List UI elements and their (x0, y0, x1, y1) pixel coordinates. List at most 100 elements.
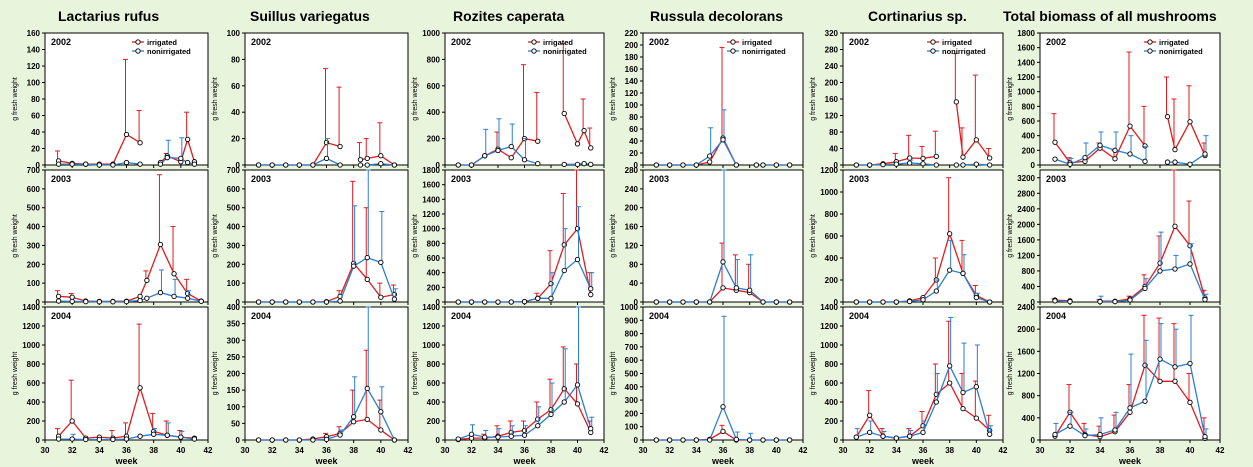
data-point (468, 162, 475, 168)
plot-area (842, 169, 1004, 303)
data-point (933, 153, 939, 159)
data-point (1187, 161, 1193, 167)
data-point (880, 299, 886, 305)
data-point (1157, 268, 1163, 274)
data-point (987, 431, 993, 437)
data-point (351, 414, 357, 420)
data-point (907, 155, 913, 161)
y-tick-label: 1200 (422, 322, 440, 331)
series-line (1167, 153, 1206, 165)
y-tick-label: 400 (427, 108, 441, 117)
data-point (1067, 161, 1073, 167)
legend-marker (730, 39, 736, 45)
y-tick-label: 600 (825, 232, 839, 241)
data-point (1097, 431, 1103, 438)
year-label: 2003 (451, 174, 471, 184)
y-tick-label: 100 (227, 279, 241, 288)
y-tick-label: 1000 (422, 29, 440, 38)
panel-title-total: Total biomass of all mushrooms (1003, 8, 1217, 24)
data-point (1172, 223, 1178, 229)
data-point (157, 241, 164, 248)
data-point (680, 162, 686, 168)
y-tick-label: 1200 (1017, 73, 1035, 82)
panel-title-cortinarius: Cortinarius sp. (868, 8, 967, 24)
series-nonirrigated (455, 206, 595, 305)
year-label: 2002 (51, 37, 71, 47)
data-point (973, 415, 979, 421)
data-point (144, 277, 150, 283)
y-tick-label: 800 (625, 330, 639, 339)
x-tick-label: 30 (839, 446, 848, 455)
data-point (137, 433, 143, 439)
series-line (360, 155, 395, 166)
y-tick-label: 600 (625, 356, 639, 365)
y-tick-label: 140 (27, 46, 41, 55)
data-point (947, 380, 953, 386)
data-point (953, 162, 959, 168)
data-point (588, 145, 594, 151)
y-tick-label: 350 (227, 320, 241, 329)
y-tick-label: 220 (625, 29, 639, 38)
data-point (378, 161, 384, 167)
y-tick-label: 400 (227, 223, 241, 232)
data-point (123, 131, 130, 138)
x-axis-label: week (911, 456, 935, 466)
data-point (707, 153, 713, 159)
y-tick-label: 600 (825, 379, 839, 388)
data-point (667, 299, 673, 305)
legend-label-nonirrigated: nonirrigated (147, 47, 191, 56)
plot-area (244, 169, 409, 303)
y-axis-label: g fresh weight (212, 77, 219, 121)
series-nonirrigated (1052, 314, 1209, 440)
data-point (455, 299, 461, 305)
data-point (561, 161, 567, 167)
y-tick-label: 200 (825, 276, 839, 285)
data-point (378, 409, 384, 415)
y-tick-label: 600 (27, 185, 41, 194)
data-point (561, 399, 567, 405)
data-point (337, 143, 343, 150)
y-tick-label: 200 (227, 260, 241, 269)
year-label: 2003 (51, 174, 71, 184)
y-tick-label: 120 (27, 62, 41, 71)
y-tick-label: 300 (625, 396, 639, 405)
data-point (69, 298, 75, 305)
y-tick-label: 0 (36, 298, 41, 307)
data-point (1082, 155, 1088, 161)
data-point (535, 295, 541, 301)
data-point (337, 298, 343, 304)
y-tick-label: 800 (1022, 267, 1036, 276)
data-point (137, 140, 143, 146)
data-point (787, 437, 793, 443)
data-point (198, 298, 204, 304)
data-point (747, 287, 753, 293)
data-point (323, 436, 330, 442)
y-tick-label: 80 (31, 95, 40, 104)
data-point (1112, 427, 1118, 433)
x-tick-label: 42 (799, 446, 808, 455)
y-tick-label: 120 (825, 112, 839, 121)
data-point (191, 161, 198, 167)
data-point (693, 162, 699, 168)
data-point (69, 161, 75, 167)
data-point (535, 138, 541, 144)
y-tick-label: 2800 (1017, 189, 1035, 198)
data-point (960, 270, 966, 277)
x-tick-label: 40 (1186, 446, 1195, 455)
y-tick-label: 150 (227, 386, 241, 395)
y-tick-label: 400 (427, 269, 441, 278)
data-point (69, 418, 75, 424)
data-point (1172, 146, 1178, 153)
year-label: 2004 (1046, 311, 1066, 321)
data-point (110, 299, 116, 305)
data-point (508, 433, 514, 439)
y-tick-label: 600 (427, 82, 441, 91)
panel-suillus-variegatus-2003: 0 100 200 300 400 500 600 700 g fresh weight 2003 (212, 166, 409, 307)
data-point (1052, 298, 1058, 304)
plot-area (44, 169, 209, 303)
data-point (171, 293, 177, 299)
y-axis-label: g fresh weight (412, 352, 419, 396)
panel-suillus-variegatus-2002: 0 20 40 60 80 100 g fresh weight 2002 (212, 29, 409, 170)
panel-title-lactarius: Lactarius rufus (58, 8, 160, 24)
data-point (1157, 260, 1163, 266)
